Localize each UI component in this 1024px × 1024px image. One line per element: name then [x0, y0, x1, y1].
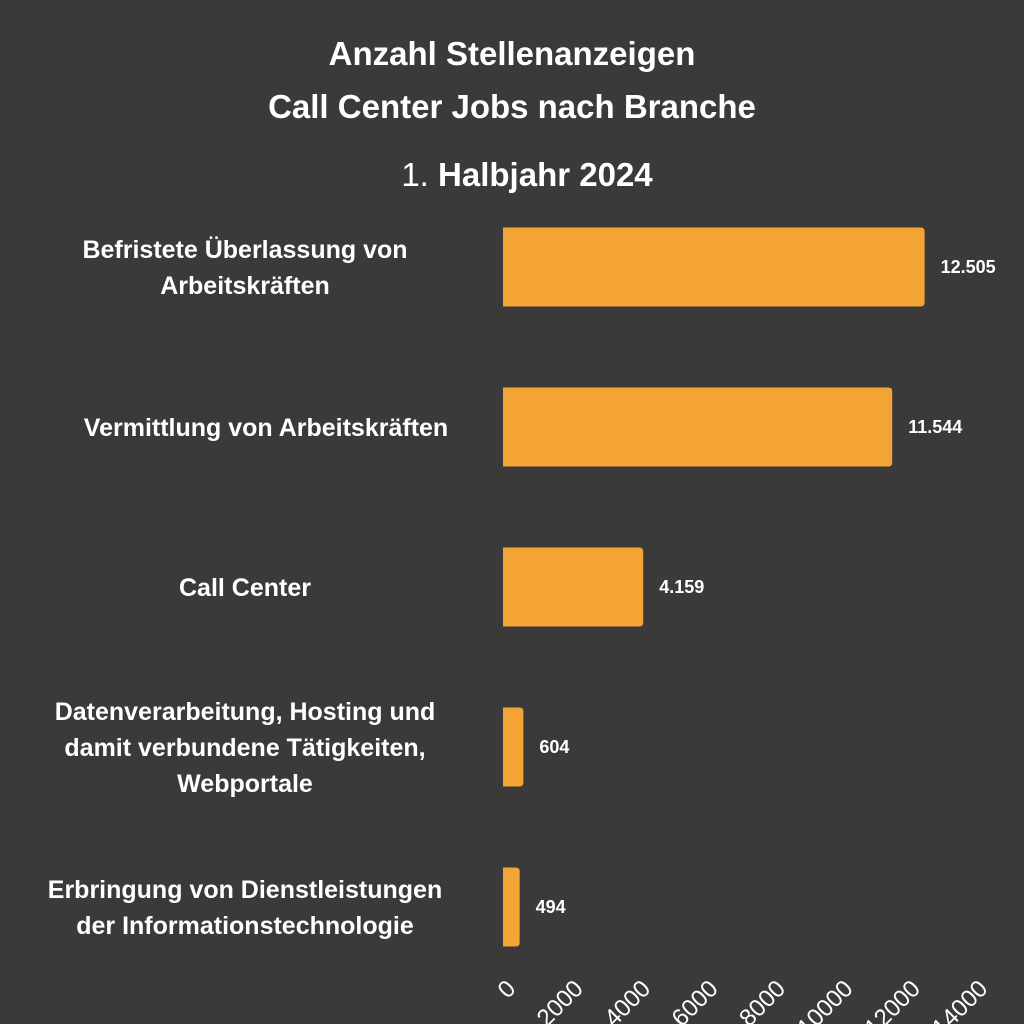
category-label: Datenverarbeitung, Hosting und damit verb… [55, 698, 436, 798]
x-tick-label: 12000 [860, 975, 926, 1024]
category-label: Befristete Überlassung von Arbeitskräften [82, 235, 407, 300]
chart-title: Anzahl Stellenanzeigen Call Center Jobs n… [268, 35, 756, 193]
value-label: 494 [536, 897, 566, 917]
x-tick-label: 2000 [532, 975, 589, 1024]
x-tick-label: 10000 [792, 975, 858, 1024]
category-label: Vermittlung von Arbeitskräften [84, 414, 448, 442]
chart-title-line: Call Center Jobs nach Branche [268, 88, 756, 125]
x-tick-label: 14000 [927, 975, 993, 1024]
title-prefix: 1. [401, 156, 438, 193]
x-tick-label: 6000 [667, 975, 724, 1024]
value-labels: 12.505 11.544 4.159 604 494 [536, 257, 996, 917]
title-suffix: Halbjahr 2024 [438, 156, 653, 193]
category-label: Erbringung von Dienstleistungen der Infor… [48, 876, 442, 940]
category-labels: Befristete Überlassung von Arbeitskräften… [48, 235, 448, 940]
bars [503, 227, 925, 947]
value-label: 12.505 [941, 257, 996, 277]
value-label: 4.159 [659, 577, 704, 597]
x-tick-label: 8000 [734, 975, 791, 1024]
value-label: 11.544 [908, 417, 962, 437]
x-axis-ticks: 0 2000 4000 6000 8000 10000 12000 14000 [493, 975, 994, 1024]
bar [503, 227, 925, 307]
bar [503, 547, 644, 627]
category-label: Call Center [179, 574, 311, 602]
chart-title-line: 1. Halbjahr 2024 [401, 156, 653, 193]
x-tick-label: 4000 [599, 975, 656, 1024]
bar [503, 387, 893, 467]
value-label: 604 [539, 737, 569, 757]
bar [503, 707, 524, 787]
chart-title-line: Anzahl Stellenanzeigen [329, 35, 696, 72]
x-tick-label: 0 [493, 975, 522, 1004]
bar [503, 867, 520, 947]
